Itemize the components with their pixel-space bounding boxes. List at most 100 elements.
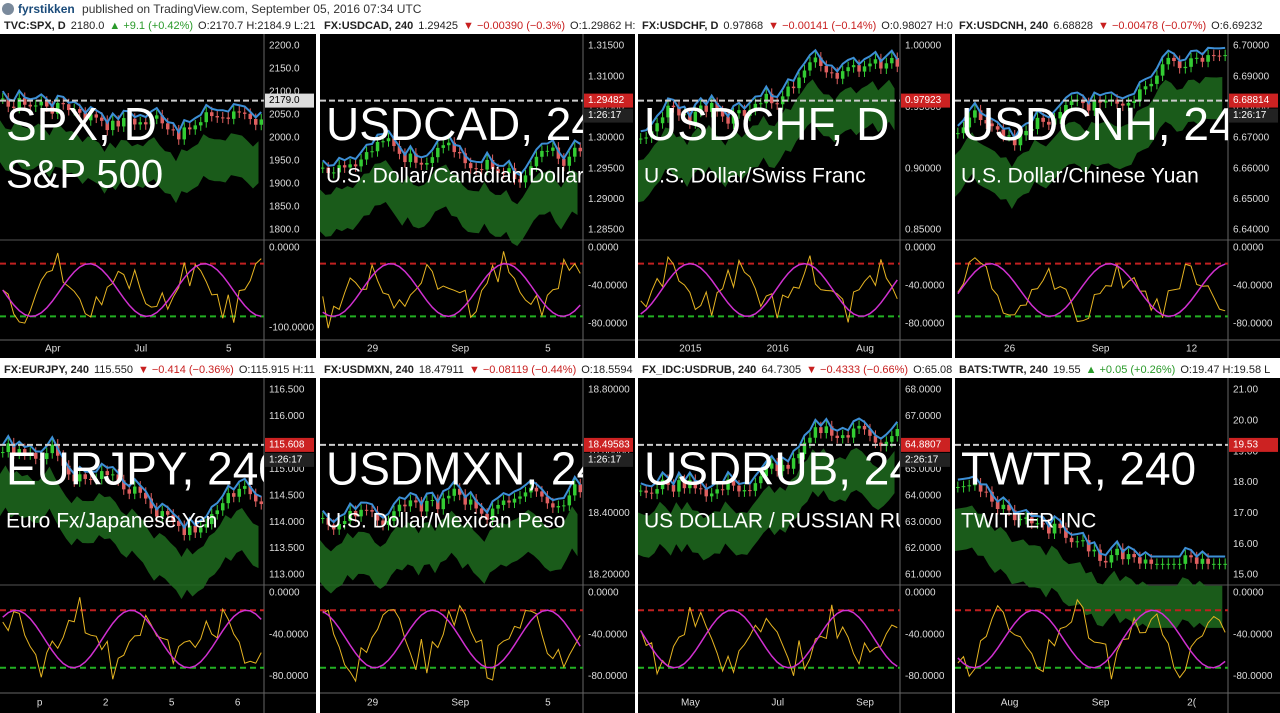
candle xyxy=(182,127,186,140)
panel-header xyxy=(638,18,952,34)
price-tick-label: 1.28500 xyxy=(588,225,625,236)
candle xyxy=(759,476,763,484)
candle xyxy=(105,120,109,131)
candle xyxy=(682,113,687,116)
candle xyxy=(534,487,539,492)
candle xyxy=(1052,523,1057,534)
candle xyxy=(699,488,703,490)
candle xyxy=(824,426,829,434)
candle xyxy=(375,511,380,521)
candle xyxy=(237,488,241,497)
candle xyxy=(392,511,396,522)
candle xyxy=(1,98,5,100)
candle xyxy=(1120,548,1125,560)
candle xyxy=(1183,66,1188,69)
time-tick-label: Sep xyxy=(1092,344,1110,355)
candle xyxy=(1058,523,1063,529)
candle xyxy=(797,454,801,459)
candle xyxy=(133,486,137,494)
change: ▲ +0.05 (+0.26%) xyxy=(1086,364,1176,376)
candle xyxy=(17,97,21,108)
oscillator-tick-label: -80.0000 xyxy=(905,671,945,682)
candle xyxy=(138,486,142,493)
candle xyxy=(819,427,823,434)
panel-legend: FX:EURJPY, 240 115.550 ▼ −0.414 (−0.36%) O:… xyxy=(4,364,315,376)
price-tick-label: 68.0000 xyxy=(905,385,942,396)
author[interactable]: fyrstikken xyxy=(18,2,75,16)
candle xyxy=(978,483,983,492)
candle xyxy=(248,486,252,495)
candle xyxy=(984,491,989,493)
candle xyxy=(742,490,747,492)
candle xyxy=(215,510,219,515)
candle xyxy=(452,488,456,496)
time-tick-label: 2015 xyxy=(679,344,702,355)
panel-header xyxy=(320,18,635,34)
candle xyxy=(797,77,801,89)
candle xyxy=(846,435,850,438)
candle xyxy=(166,511,170,515)
price-badge xyxy=(584,437,633,452)
candle xyxy=(1064,105,1068,113)
candle xyxy=(523,175,528,183)
candle xyxy=(956,133,960,135)
price-badge-label: 2:26:17 xyxy=(905,455,939,466)
oscillator-tick-label: 0.0000 xyxy=(269,243,300,254)
candle xyxy=(1007,135,1011,137)
candle xyxy=(342,521,347,524)
price-pane: USDCHF, D U.S. Dollar/Swiss Franc xyxy=(638,48,900,203)
price-tick-label: 114.500 xyxy=(269,490,305,501)
candle xyxy=(1183,555,1188,564)
candle xyxy=(1115,548,1119,556)
oscillator-tick-label: 0.0000 xyxy=(905,588,936,599)
oscillator-tick-label: -40.0000 xyxy=(905,629,945,640)
candle xyxy=(649,131,654,138)
candle xyxy=(6,443,10,453)
candle xyxy=(419,502,424,512)
price-badge xyxy=(901,437,950,452)
price-tick-label: 2150.0 xyxy=(269,64,300,75)
price-tick-label: 2000.0 xyxy=(269,133,300,144)
price-badge xyxy=(584,108,633,123)
candle xyxy=(1160,563,1165,565)
candle xyxy=(1086,540,1091,552)
candle xyxy=(94,114,98,118)
candle xyxy=(89,478,93,480)
candle xyxy=(353,510,358,517)
candle xyxy=(813,427,818,438)
candle xyxy=(375,141,380,152)
candle xyxy=(1200,558,1205,564)
candle xyxy=(1047,121,1051,125)
candle xyxy=(808,437,812,443)
candle xyxy=(1217,563,1222,565)
candle xyxy=(956,486,960,488)
price-badge-label: 1:26:17 xyxy=(269,455,303,466)
chart-panel: FX:USDCHF, D 0.97868 ▼ −0.00141 (−0.14%) O:… xyxy=(638,18,953,358)
oscillator-fast xyxy=(640,604,898,676)
time-tick-label: 2( xyxy=(1187,698,1197,709)
candle xyxy=(50,444,54,454)
candle xyxy=(353,164,358,167)
candle xyxy=(1138,89,1142,102)
candle xyxy=(254,494,258,502)
candle xyxy=(895,57,899,67)
candle xyxy=(441,145,446,148)
time-tick-label: 5 xyxy=(545,698,551,709)
candle xyxy=(144,492,148,499)
time-tick-label: May xyxy=(681,698,700,709)
candle xyxy=(259,119,263,125)
candle xyxy=(83,112,87,121)
oscillator-slow xyxy=(957,609,1226,669)
symbol: TVC:SPX, D xyxy=(4,20,66,32)
price-badge xyxy=(901,93,950,108)
candle xyxy=(655,489,659,494)
candle xyxy=(868,429,872,436)
price-tick-label: 67.0000 xyxy=(905,411,942,422)
candle xyxy=(1018,135,1023,146)
candle xyxy=(321,517,325,519)
candle xyxy=(512,168,517,180)
candle xyxy=(28,452,32,455)
candle xyxy=(1012,510,1017,521)
candle xyxy=(67,465,71,475)
chart-area xyxy=(638,34,952,358)
